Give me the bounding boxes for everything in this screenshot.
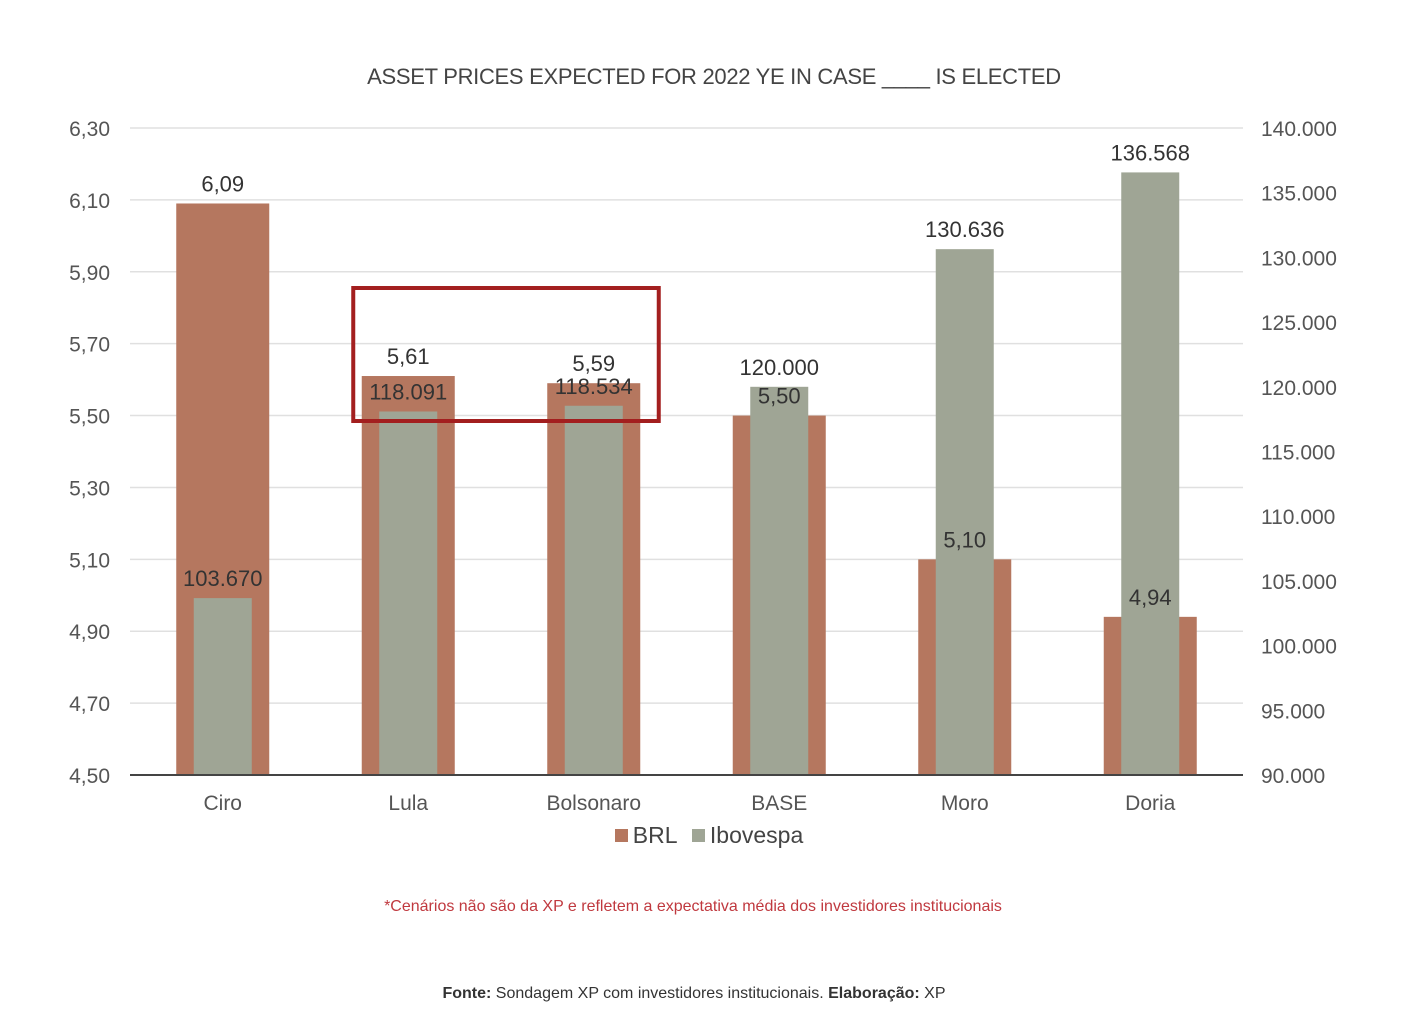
- bar-ibovespa: [193, 598, 252, 775]
- data-label-brl: 5,61: [387, 344, 430, 369]
- x-tick-label: Doria: [1125, 792, 1176, 815]
- right-tick-label: 105.000: [1261, 571, 1337, 594]
- left-axis-ticks: 4,50 4,70 4,90 5,10 5,30 5,50 5,70 5,90 6,10 6,30: [69, 118, 110, 788]
- data-label-brl: 6,09: [201, 171, 244, 196]
- credit-label: Elaboração:: [828, 985, 920, 1002]
- left-tick-label: 4,50: [69, 765, 110, 788]
- data-label-ibovespa: 103.670: [183, 566, 263, 591]
- legend-label-brl: BRL: [632, 822, 678, 848]
- data-label-ibovespa: 120.000: [739, 355, 819, 380]
- bar-ibovespa: [1121, 172, 1180, 775]
- bars: [176, 172, 1197, 775]
- data-label-ibovespa: 118.091: [369, 380, 447, 405]
- source-text: Sondagem XP com investidores institucion…: [491, 985, 829, 1002]
- right-tick-label: 130.000: [1261, 247, 1337, 270]
- bar-ibovespa: [379, 411, 438, 775]
- right-tick-label: 125.000: [1261, 312, 1337, 335]
- source-note: Fonte: Sondagem XP com investidores inst…: [0, 985, 1388, 1003]
- gridlines: [130, 127, 1243, 704]
- legend-item-brl: BRL: [614, 822, 678, 849]
- x-tick-label: Moro: [941, 792, 989, 815]
- data-label-brl: 5,10: [943, 527, 986, 552]
- right-axis-ticks: 90.000 95.000 100.000 105.000 110.000 115.000…: [1261, 118, 1337, 788]
- legend-label-ibovespa: Ibovespa: [709, 822, 804, 848]
- legend-item-ibovespa: Ibovespa: [691, 822, 804, 849]
- footnote: *Cenários não são da XP e refletem a exp…: [384, 898, 1002, 915]
- right-tick-label: 90.000: [1261, 765, 1325, 788]
- x-tick-label: Bolsonaro: [546, 792, 641, 815]
- left-tick-label: 4,90: [69, 621, 110, 644]
- bar-ibovespa: [750, 386, 809, 775]
- left-tick-label: 5,10: [69, 549, 110, 572]
- right-tick-label: 140.000: [1261, 118, 1337, 141]
- highlight-box: [351, 286, 661, 423]
- x-tick-label: Lula: [388, 792, 428, 815]
- left-tick-label: 5,90: [69, 262, 110, 285]
- right-tick-label: 100.000: [1261, 636, 1337, 659]
- bar-ibovespa: [564, 405, 623, 775]
- left-tick-label: 6,30: [69, 118, 110, 141]
- left-tick-label: 4,70: [69, 693, 110, 716]
- legend-swatch-brl: [614, 829, 628, 842]
- right-tick-label: 115.000: [1261, 442, 1335, 465]
- bar-ibovespa: [935, 249, 994, 775]
- right-tick-label: 135.000: [1261, 183, 1337, 206]
- x-axis-ticks: Ciro Lula Bolsonaro BASE Moro Doria: [203, 792, 1175, 815]
- source-label: Fonte:: [442, 985, 492, 1002]
- legend-swatch-ibovespa: [691, 829, 705, 842]
- data-label-brl: 4,94: [1129, 585, 1172, 610]
- right-tick-label: 110.000: [1261, 506, 1335, 529]
- data-label-brl: 5,50: [758, 384, 801, 409]
- data-label-ibovespa: 130.636: [925, 217, 1005, 242]
- right-tick-label: 95.000: [1261, 700, 1325, 723]
- x-tick-label: Ciro: [203, 792, 242, 815]
- data-label-ibovespa: 136.568: [1110, 140, 1190, 165]
- data-label-brl: 5,59: [572, 351, 615, 376]
- left-tick-label: 5,70: [69, 334, 110, 357]
- right-tick-label: 120.000: [1261, 377, 1337, 400]
- left-tick-label: 5,30: [69, 477, 110, 500]
- data-label-ibovespa: 118.534: [555, 374, 633, 399]
- credit-text: XP: [919, 985, 946, 1002]
- left-tick-label: 5,50: [69, 406, 110, 429]
- legend: BRL Ibovespa: [0, 821, 1402, 849]
- x-tick-label: BASE: [751, 792, 807, 815]
- left-tick-label: 6,10: [69, 190, 110, 213]
- chart-title: ASSET PRICES EXPECTED FOR 2022 YE IN CAS…: [367, 64, 1061, 89]
